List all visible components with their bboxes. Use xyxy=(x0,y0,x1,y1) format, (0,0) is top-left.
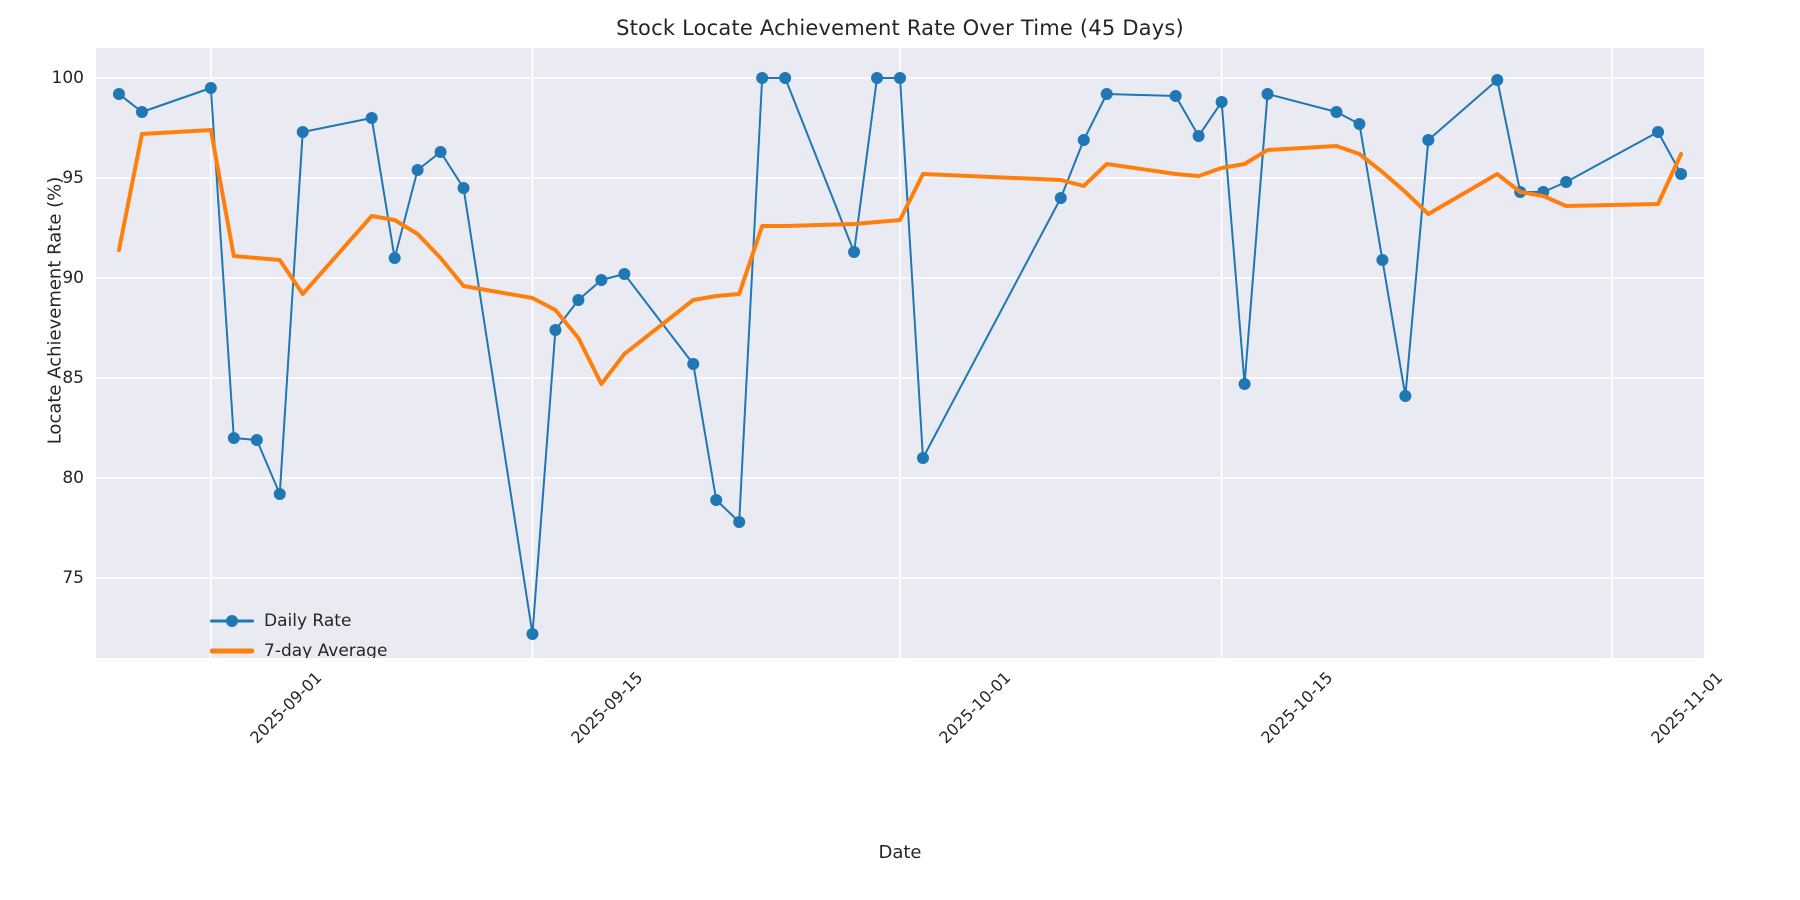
data-point-marker xyxy=(916,452,929,464)
data-point-marker xyxy=(779,72,792,84)
data-point-marker xyxy=(710,494,723,506)
y-tick-label: 80 xyxy=(62,468,84,488)
plot-area: Daily Rate 7-day Average xyxy=(96,48,1704,658)
data-point-marker xyxy=(434,146,447,158)
data-point-marker xyxy=(388,252,401,264)
data-point-marker xyxy=(733,516,746,528)
data-point-marker xyxy=(1422,134,1435,146)
x-tick-label: 2025-10-01 xyxy=(935,668,1015,748)
x-tick-label: 2025-11-01 xyxy=(1647,668,1727,748)
y-tick-label: 100 xyxy=(51,68,84,88)
data-point-marker xyxy=(411,164,424,176)
data-point-marker xyxy=(250,434,263,446)
data-point-marker xyxy=(273,488,286,500)
data-point-marker xyxy=(1675,168,1688,180)
y-axis-label: Locate Achievement Rate (%) xyxy=(44,176,66,445)
plot-svg xyxy=(96,48,1704,658)
data-point-marker xyxy=(618,268,631,280)
chart-title: Stock Locate Achievement Rate Over Time … xyxy=(616,16,1184,40)
data-point-marker xyxy=(1353,118,1366,130)
data-point-marker xyxy=(526,628,539,640)
data-point-marker xyxy=(687,358,700,370)
data-point-marker xyxy=(1169,90,1182,102)
x-tick-label: 2025-09-15 xyxy=(567,668,647,748)
data-point-marker xyxy=(135,106,148,118)
legend-swatch-icon xyxy=(210,613,254,629)
x-tick-label: 2025-09-01 xyxy=(246,668,326,748)
series-line-2 xyxy=(116,128,1684,386)
data-point-marker xyxy=(204,82,217,94)
data-point-marker xyxy=(1192,130,1205,142)
data-point-marker xyxy=(1376,254,1389,266)
data-point-marker xyxy=(1100,88,1113,100)
legend-item[interactable]: Daily Rate xyxy=(210,610,387,632)
legend-label: 7-day Average xyxy=(264,641,388,658)
data-point-marker xyxy=(549,324,562,336)
legend-label: Daily Rate xyxy=(264,611,352,631)
x-tick-label: 2025-10-15 xyxy=(1256,668,1337,748)
y-tick-label: 85 xyxy=(62,368,84,388)
data-point-marker xyxy=(1077,134,1090,146)
data-point-marker xyxy=(1560,176,1573,188)
data-point-marker xyxy=(227,432,240,444)
data-point-marker xyxy=(572,294,585,306)
data-point-marker xyxy=(1261,88,1274,100)
data-point-marker xyxy=(296,126,309,138)
data-point-marker xyxy=(871,72,884,84)
data-point-marker xyxy=(848,246,861,258)
data-point-marker xyxy=(1330,106,1343,118)
gridlines xyxy=(96,48,1704,658)
data-point-marker xyxy=(1238,378,1251,390)
data-point-marker xyxy=(1215,96,1228,108)
data-point-marker xyxy=(756,72,769,84)
data-point-marker xyxy=(1054,192,1067,204)
y-tick-label: 95 xyxy=(62,168,84,188)
chart-legend: Daily Rate 7-day Average xyxy=(200,604,399,658)
legend-swatch-icon xyxy=(210,643,254,658)
data-point-marker xyxy=(1491,74,1504,86)
data-point-marker xyxy=(595,274,608,286)
legend-item[interactable]: 7-day Average xyxy=(210,640,387,658)
data-point-marker xyxy=(112,88,125,100)
series-layer xyxy=(112,72,1688,640)
data-point-marker xyxy=(1652,126,1665,138)
x-axis-label: Date xyxy=(878,842,922,863)
y-tick-label: 75 xyxy=(62,568,84,588)
data-point-marker xyxy=(365,112,378,124)
data-point-marker xyxy=(894,72,906,84)
y-tick-label: 90 xyxy=(62,268,84,288)
data-point-marker xyxy=(1399,390,1412,402)
data-point-marker xyxy=(457,182,470,194)
